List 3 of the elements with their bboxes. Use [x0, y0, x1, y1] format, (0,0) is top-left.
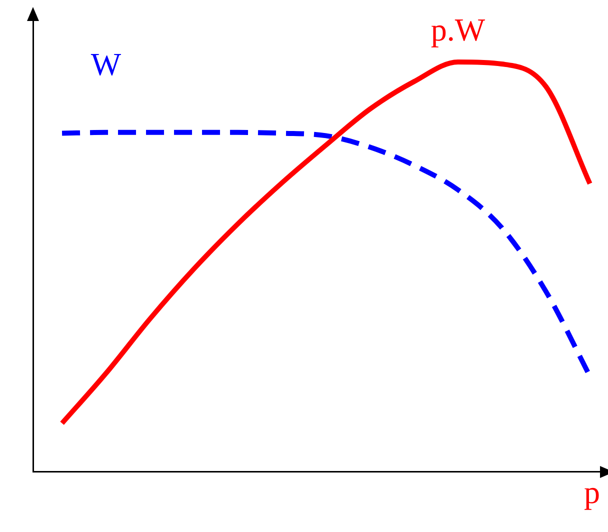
- series-label: p.W: [430, 11, 486, 48]
- x-axis-title: p: [584, 474, 600, 510]
- series-label: W: [90, 46, 122, 82]
